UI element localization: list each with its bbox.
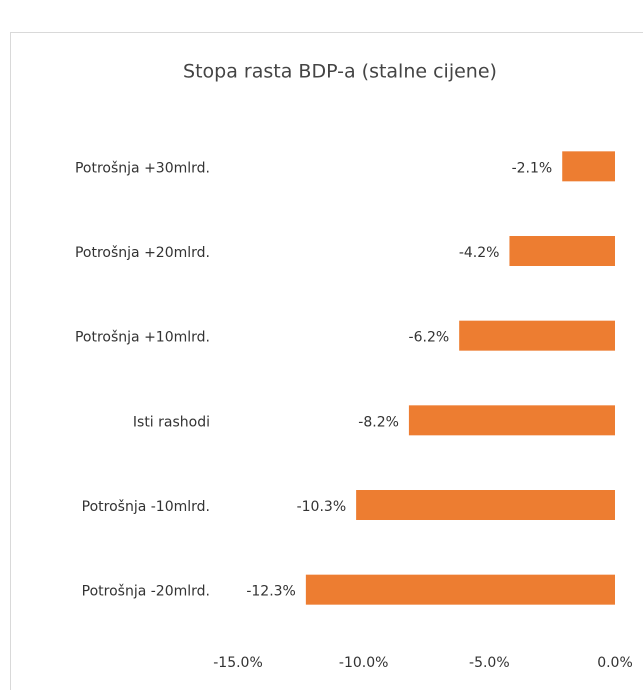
data-label: -6.2% [409, 330, 450, 346]
x-tick-label: -5.0% [469, 655, 510, 671]
data-label: -12.3% [246, 584, 296, 600]
bar [509, 236, 615, 266]
data-label: -10.3% [297, 499, 347, 515]
y-tick-label: Potrošnja +20mlrd. [75, 245, 210, 261]
x-tick-label: -10.0% [339, 655, 389, 671]
bar [408, 405, 615, 436]
y-tick-label: Isti rashodi [133, 414, 210, 430]
data-label: -2.1% [512, 160, 553, 176]
y-tick-label: Potrošnja +10mlrd. [75, 330, 210, 346]
bar [356, 490, 615, 520]
data-label: -8.2% [358, 414, 399, 430]
chart-title: Stopa rasta BDP-a (stalne cijene) [183, 61, 497, 83]
y-tick-label: Potrošnja -10mlrd. [82, 499, 210, 515]
y-tick-label: Potrošnja +30mlrd. [75, 160, 210, 176]
bar [459, 320, 615, 351]
bar [562, 151, 615, 182]
data-label: -4.2% [459, 245, 500, 261]
x-tick-label: 0.0% [597, 655, 633, 671]
y-tick-label: Potrošnja -20mlrd. [82, 584, 210, 600]
bar [305, 574, 615, 605]
x-tick-label: -15.0% [213, 655, 263, 671]
